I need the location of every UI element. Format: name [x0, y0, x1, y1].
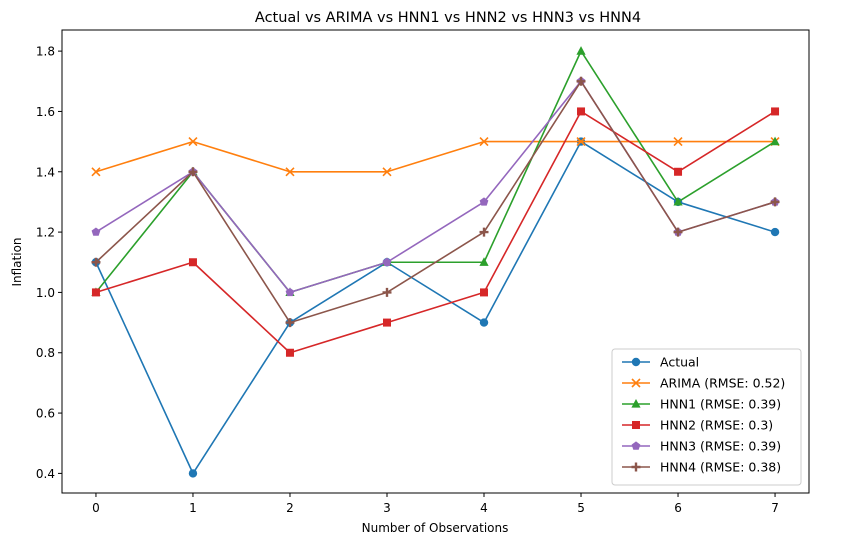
series-line: [95, 80, 776, 324]
data-point: [480, 288, 489, 297]
legend-label: Actual: [660, 355, 699, 370]
legend-label: HNN2 (RMSE: 0.3): [660, 418, 773, 433]
y-tick-label: 1.0: [36, 286, 55, 300]
data-point: [91, 167, 101, 177]
data-point: [770, 136, 780, 146]
data-point: [479, 257, 489, 266]
data-point: [91, 288, 100, 297]
y-tick-label: 1.6: [36, 105, 55, 119]
series-5: [91, 76, 780, 328]
plot-frame: [61, 29, 810, 494]
x-tick-label: 3: [383, 501, 391, 515]
plot-area: [91, 46, 780, 478]
data-point: [285, 348, 294, 357]
series-3: [91, 107, 780, 357]
data-point: [674, 167, 683, 176]
legend-item: HNN3 (RMSE: 0.39): [622, 439, 781, 454]
series-line: [95, 110, 776, 354]
data-point: [382, 318, 391, 327]
data-point: [382, 257, 392, 266]
data-point: [382, 167, 392, 177]
data-point: [577, 107, 586, 116]
legend-item: HNN1 (RMSE: 0.39): [622, 397, 781, 412]
x-tick-label: 0: [92, 501, 100, 515]
data-point: [188, 167, 198, 177]
legend-marker: [632, 421, 640, 429]
x-axis-label: Number of Observations: [362, 521, 509, 535]
data-point: [576, 137, 586, 147]
y-tick-label: 1.2: [36, 226, 55, 240]
legend-item: HNN2 (RMSE: 0.3): [622, 418, 773, 433]
series-line: [95, 50, 776, 294]
data-point: [576, 46, 586, 55]
data-point: [382, 287, 392, 297]
legend-label: HNN4 (RMSE: 0.38): [660, 460, 781, 475]
x-tick-label: 4: [480, 501, 488, 515]
data-point: [673, 227, 683, 237]
data-point: [479, 137, 489, 147]
legend-marker: [631, 462, 641, 472]
x-tick-label: 7: [771, 501, 779, 515]
legend-item: HNN4 (RMSE: 0.38): [622, 460, 781, 475]
y-axis: 0.4 0.6 0.8 1.0 1.2 1.4 1.6 1.8: [36, 45, 62, 481]
legend-marker: [631, 378, 641, 388]
legend-label: HNN3 (RMSE: 0.39): [660, 439, 781, 454]
data-point: [91, 257, 101, 267]
series-line: [95, 140, 776, 173]
data-point: [673, 196, 683, 206]
x-tick-label: 5: [577, 501, 585, 515]
data-point: [771, 107, 780, 116]
data-point: [285, 167, 295, 177]
data-point: [285, 287, 295, 297]
legend-label: HNN1 (RMSE: 0.39): [660, 397, 781, 412]
x-tick-label: 6: [674, 501, 682, 515]
y-tick-label: 0.6: [36, 407, 55, 421]
data-point: [576, 76, 586, 86]
data-point: [188, 469, 198, 478]
data-point: [479, 227, 489, 237]
y-tick-label: 1.4: [36, 165, 55, 179]
chart-title: Actual vs ARIMA vs HNN1 vs HNN2 vs HNN3 …: [255, 10, 641, 26]
data-point: [673, 137, 683, 147]
x-tick-label: 2: [286, 501, 294, 515]
legend-item: ARIMA (RMSE: 0.52): [622, 376, 785, 391]
legend-marker: [631, 441, 641, 450]
legend: Actual ARIMA (RMSE: 0.52) HNN1 (RMSE: 0.39…: [611, 348, 802, 486]
y-tick-label: 1.8: [36, 45, 55, 59]
x-tick-label: 1: [189, 501, 197, 515]
legend-box: [611, 348, 802, 486]
data-point: [479, 197, 489, 206]
series-line: [95, 80, 776, 294]
legend-label: ARIMA (RMSE: 0.52): [660, 376, 785, 391]
data-point: [479, 318, 489, 327]
y-tick-label: 0.4: [36, 467, 55, 481]
x-axis: 0 1 2 3 4 5 6 7: [92, 493, 779, 515]
legend-marker: [631, 399, 641, 408]
data-point: [91, 227, 101, 236]
y-tick-label: 0.8: [36, 346, 55, 360]
data-point: [770, 197, 780, 207]
legend-marker: [631, 357, 641, 367]
data-point: [188, 258, 197, 267]
data-point: [188, 137, 198, 147]
y-axis-label: Inflation: [10, 237, 24, 286]
legend-item: Actual: [622, 355, 699, 370]
series-line: [95, 140, 776, 475]
data-point: [285, 318, 295, 328]
data-point: [770, 227, 780, 237]
